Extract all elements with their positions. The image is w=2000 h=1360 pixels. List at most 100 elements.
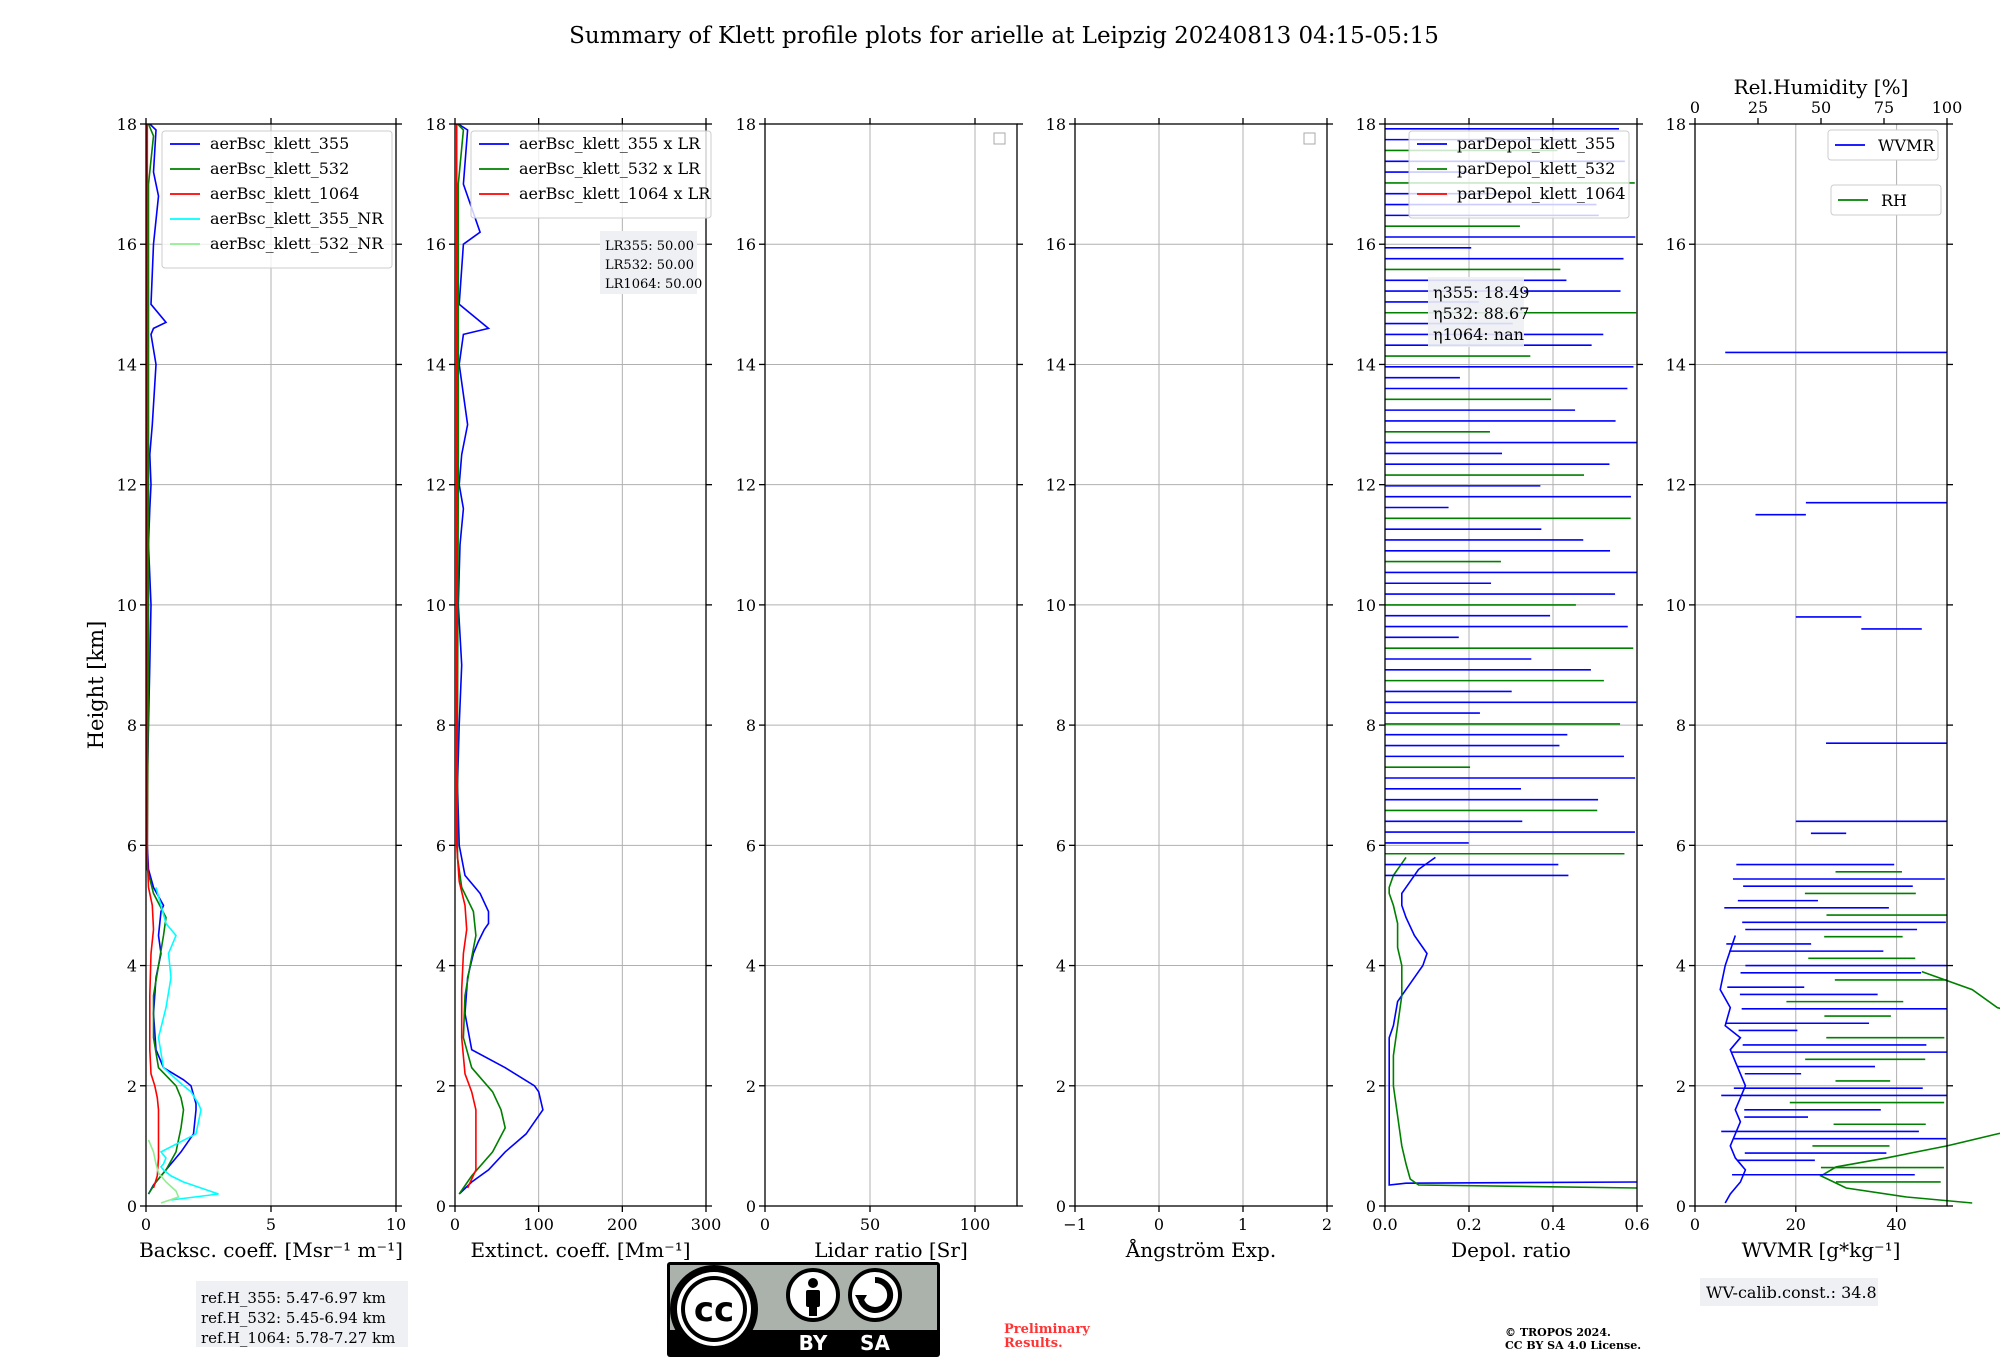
x-tick-label: 40	[1886, 1215, 1906, 1234]
x-tick-label: 300	[691, 1215, 722, 1234]
axes-frame	[764, 123, 1018, 1207]
figure-title: Summary of Klett profile plots for ariel…	[569, 23, 1439, 49]
series-line-aerbsc-klett-1064	[146, 124, 160, 1189]
y-tick-label: 14	[1666, 355, 1686, 374]
x-axis-label: Depol. ratio	[1451, 1238, 1571, 1262]
x-tick-label: 0	[450, 1215, 460, 1234]
legend-box	[161, 130, 393, 269]
legend-label: aerBsc_klett_532	[210, 159, 349, 178]
legend-label: parDepol_klett_1064	[1457, 184, 1626, 203]
eta-value: η355: 18.49	[1433, 283, 1529, 302]
x-tick-label: 0.0	[1372, 1215, 1397, 1234]
y-tick-label: 12	[426, 476, 446, 495]
x2-axis-label: Rel.Humidity [%]	[1734, 75, 1909, 99]
lr-value: LR355: 50.00	[605, 239, 694, 254]
y-tick-label: 8	[746, 716, 756, 735]
y-tick-label: 8	[127, 716, 137, 735]
series-line-pardepol-klett-532	[1388, 856, 1638, 1189]
y-tick-label: 18	[1356, 115, 1376, 134]
y-tick-label: 18	[736, 115, 756, 134]
eta-value: η532: 88.67	[1433, 304, 1529, 323]
panel-backscatter: 0 2 4 6 8 10 12 14 16 18 0 5 10 Backsc. coeff. [Msr⁻¹…	[117, 115, 407, 1262]
x-tick-label: 0.2	[1456, 1215, 1481, 1234]
eta-value: η1064: nan	[1433, 325, 1524, 344]
y-tick-label: 12	[1046, 476, 1066, 495]
x-tick-label: 0	[760, 1215, 770, 1234]
y-tick-label: 16	[426, 235, 446, 254]
ref-height-355: ref.H_355: 5.47-6.97 km	[201, 1289, 386, 1307]
y-tick-label: 10	[736, 596, 756, 615]
y-tick-label: 10	[1666, 596, 1686, 615]
axes-frame	[1074, 123, 1328, 1207]
y-tick-label: 16	[1356, 235, 1376, 254]
series-line-aerbsc-klett-532-nr	[147, 1139, 180, 1204]
ref-height-532: ref.H_532: 5.45-6.94 km	[201, 1309, 386, 1327]
y-tick-label: 18	[117, 115, 137, 134]
y-tick-label: 2	[1366, 1077, 1376, 1096]
y-tick-label: 16	[117, 235, 137, 254]
y-tick-label: 14	[1356, 355, 1376, 374]
legend-label: aerBsc_klett_355 x LR	[519, 134, 701, 153]
y-tick-label: 6	[1056, 836, 1066, 855]
y-tick-label: 4	[127, 957, 137, 976]
y-tick-label: 6	[1366, 836, 1376, 855]
y-tick-label: 10	[426, 596, 446, 615]
legend-label: aerBsc_klett_355	[210, 134, 349, 153]
y-tick-label: 6	[1676, 836, 1686, 855]
y-tick-label: 4	[1056, 957, 1066, 976]
cc-by-label: BY	[799, 1331, 828, 1355]
y-tick-label: 2	[1676, 1077, 1686, 1096]
series-line-aerbsc-klett-355-nr	[155, 887, 219, 1201]
y-tick-label: 4	[436, 957, 446, 976]
series-line-pardepol-klett-355	[1388, 856, 1638, 1186]
y-tick-label: 6	[436, 836, 446, 855]
y-tick-label: 12	[117, 476, 137, 495]
x2-tick-label: 100	[1932, 98, 1963, 117]
legend-label: aerBsc_klett_532 x LR	[519, 159, 701, 178]
copyright-line1: © TROPOS 2024.	[1505, 1326, 1611, 1339]
ref-height-box: ref.H_355: 5.47-6.97 km ref.H_532: 5.45-…	[196, 1281, 408, 1347]
series-line-aerbsc-klett-1064-x-lr	[455, 124, 477, 1189]
x-tick-label: 0	[1690, 1215, 1700, 1234]
y-tick-label: 0	[127, 1197, 137, 1216]
y-tick-label: 0	[746, 1197, 756, 1216]
empty-legend-box	[1303, 132, 1316, 145]
y-tick-label: 0	[1366, 1197, 1376, 1216]
axes-frame	[1384, 123, 1638, 1207]
copyright-line2: CC BY SA 4.0 License.	[1505, 1339, 1641, 1352]
y-tick-label: 2	[746, 1077, 756, 1096]
y-tick-label: 18	[1046, 115, 1066, 134]
series-line-aerbsc-klett-355-x-lr	[456, 123, 544, 1195]
x-tick-label: 2	[1322, 1215, 1332, 1234]
x-tick-label: 200	[607, 1215, 638, 1234]
y-tick-label: 16	[1666, 235, 1686, 254]
preliminary-label-line1: Preliminary	[1004, 1322, 1090, 1337]
axes-frame	[1694, 123, 1948, 1207]
legend-box	[1830, 184, 1942, 216]
x-axis-label: Extinct. coeff. [Mm⁻¹]	[470, 1238, 690, 1262]
series-line-wvmr	[1719, 935, 1747, 1204]
y-tick-label: 12	[736, 476, 756, 495]
series-line-aerbsc-klett-532-x-lr	[456, 123, 507, 1195]
empty-legend-box	[993, 132, 1006, 145]
panel-depol: 0 2 4 6 8 10 12 14 16 18 0.0 0.2 0.4 0.6 Depol. ratio p…	[1356, 115, 1650, 1262]
axes-frame	[454, 123, 707, 1207]
x-tick-label: 5	[266, 1215, 276, 1234]
y-tick-label: 0	[1676, 1197, 1686, 1216]
x2-tick-label: 25	[1748, 98, 1768, 117]
x2-tick-label: 50	[1811, 98, 1831, 117]
y-tick-label: 4	[746, 957, 756, 976]
x-tick-label: 20	[1786, 1215, 1806, 1234]
y-tick-label: 2	[1056, 1077, 1066, 1096]
lr-value: LR532: 50.00	[605, 258, 694, 273]
x-tick-label: 0	[141, 1215, 151, 1234]
legend-label: parDepol_klett_355	[1457, 134, 1615, 153]
x-tick-label: 10	[386, 1215, 406, 1234]
legend-box	[1408, 130, 1630, 219]
y-tick-label: 18	[426, 115, 446, 134]
panel-lidar-ratio: 0 2 4 6 8 10 12 14 16 18 0 50 100 Lidar ratio [Sr]	[736, 115, 1023, 1262]
x-axis-label: WVMR [g*kg⁻¹]	[1742, 1238, 1901, 1262]
